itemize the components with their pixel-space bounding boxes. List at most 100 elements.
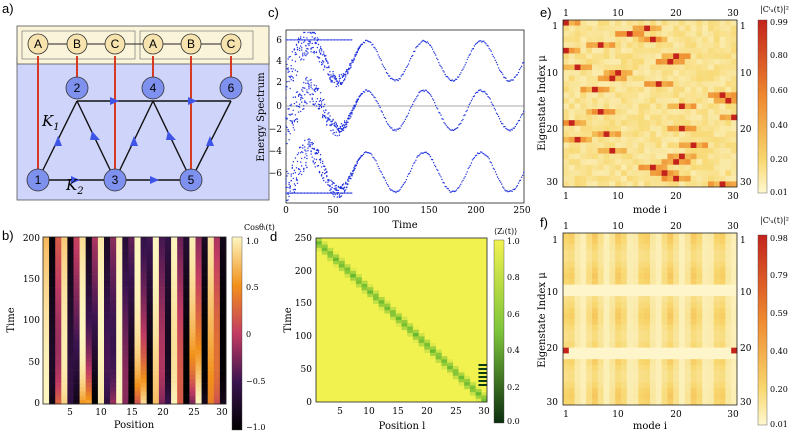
spectrum-point — [285, 133, 287, 135]
heatmap-cell — [201, 316, 208, 321]
spectrum-point — [423, 151, 425, 154]
heatmap-cell — [731, 136, 738, 143]
heatmap-cell — [650, 148, 657, 154]
heatmap-cell — [725, 25, 732, 32]
heatmap-cell — [146, 253, 154, 259]
heatmap-cell — [696, 47, 703, 54]
heatmap-cell — [644, 319, 651, 326]
spectrum-point — [437, 59, 439, 61]
heatmap-cell — [79, 370, 86, 376]
heatmap-cell — [152, 353, 160, 359]
heatmap-cell — [574, 175, 581, 182]
heatmap-cell — [165, 320, 172, 325]
spectrum-point — [293, 102, 296, 105]
heatmap-cell — [673, 238, 680, 245]
heatmap-cell — [152, 333, 160, 338]
heatmap-cell — [597, 92, 604, 99]
heatmap-cell — [134, 387, 141, 392]
heatmap-cell — [104, 370, 111, 376]
spectrum-point — [504, 189, 506, 191]
spectrum-point — [328, 39, 330, 41]
spectrum-point — [326, 192, 329, 194]
heatmap-cell — [615, 75, 622, 82]
heatmap-cell — [177, 358, 184, 363]
heatmap-cell — [655, 341, 662, 348]
heatmap-cell — [207, 249, 215, 254]
heatmap-cell — [719, 31, 726, 37]
heatmap-cell — [615, 347, 622, 354]
heatmap-cell — [661, 136, 668, 143]
heatmap-cell — [708, 347, 715, 354]
heatmap-cell — [55, 282, 62, 288]
heatmap-cell — [580, 376, 587, 383]
heatmap-cell — [580, 255, 587, 262]
spectrum-point — [385, 121, 388, 123]
heatmap-cell — [684, 330, 691, 337]
heatmap-cell — [684, 136, 691, 143]
spectrum-point — [425, 89, 427, 92]
spectrum-point — [318, 100, 321, 102]
k1-label: K1 — [41, 112, 60, 133]
heatmap-cell — [165, 316, 172, 321]
energy-spectrum-points — [285, 31, 525, 202]
spectrum-point — [352, 172, 354, 175]
heatmap-cell — [344, 274, 351, 278]
heatmap-cell — [725, 42, 732, 49]
heatmap-cell — [621, 296, 628, 303]
spectrum-point — [332, 39, 334, 41]
heatmap-cell — [667, 64, 674, 71]
heatmap-cell — [661, 336, 668, 343]
spectrum-point — [392, 78, 394, 80]
tick-label: 6 — [276, 36, 282, 46]
heatmap-cell — [140, 395, 147, 401]
heatmap-cell — [632, 114, 639, 121]
heatmap-cell — [49, 349, 56, 355]
heatmap-cell — [189, 337, 196, 342]
spectrum-point — [303, 41, 305, 43]
heatmap-cell — [67, 295, 74, 300]
e-xlabel: mode i — [633, 205, 667, 216]
spectrum-point — [313, 163, 315, 165]
heatmap-cell — [597, 53, 604, 60]
spectrum-point — [338, 131, 341, 134]
spectrum-point — [296, 182, 299, 184]
heatmap-cell — [638, 399, 645, 406]
heatmap-cell — [140, 266, 147, 271]
heatmap-cell — [183, 378, 190, 384]
heatmap-cell — [574, 324, 581, 331]
heatmap-cell — [49, 257, 56, 263]
heatmap-cell — [201, 341, 208, 346]
heatmap-cell — [650, 64, 657, 71]
heatmap-cell — [110, 349, 117, 355]
spectrum-point — [450, 191, 453, 193]
heatmap-cell — [171, 353, 178, 359]
heatmap-cell — [574, 267, 581, 274]
spectrum-point — [373, 96, 375, 98]
heatmap-cell — [67, 299, 74, 305]
heatmap-cell — [696, 376, 703, 383]
spectrum-point — [287, 172, 289, 175]
spectrum-point — [324, 65, 326, 67]
heatmap-cell — [708, 278, 715, 285]
heatmap-cell — [597, 42, 604, 49]
heatmap-cell — [158, 383, 166, 388]
heatmap-cell — [134, 353, 141, 359]
heatmap-cell — [152, 316, 160, 321]
heatmap-cell — [165, 270, 172, 275]
heatmap-cell — [667, 336, 674, 343]
heatmap-cell — [158, 370, 166, 376]
heatmap-cell — [580, 336, 587, 343]
spectrum-point — [304, 139, 306, 142]
spectrum-point — [318, 57, 321, 59]
heatmap-cell — [592, 330, 599, 337]
spectrum-point — [349, 67, 351, 70]
heatmap-cell — [219, 307, 227, 313]
spectrum-point — [389, 125, 391, 128]
heatmap-cell — [563, 307, 570, 314]
top-site-label: B — [187, 37, 195, 51]
spectrum-point — [352, 61, 354, 64]
spectrum-point — [335, 39, 337, 41]
heatmap-cell — [679, 114, 686, 121]
heatmap-cell — [91, 378, 99, 384]
heatmap-cell — [140, 391, 147, 396]
